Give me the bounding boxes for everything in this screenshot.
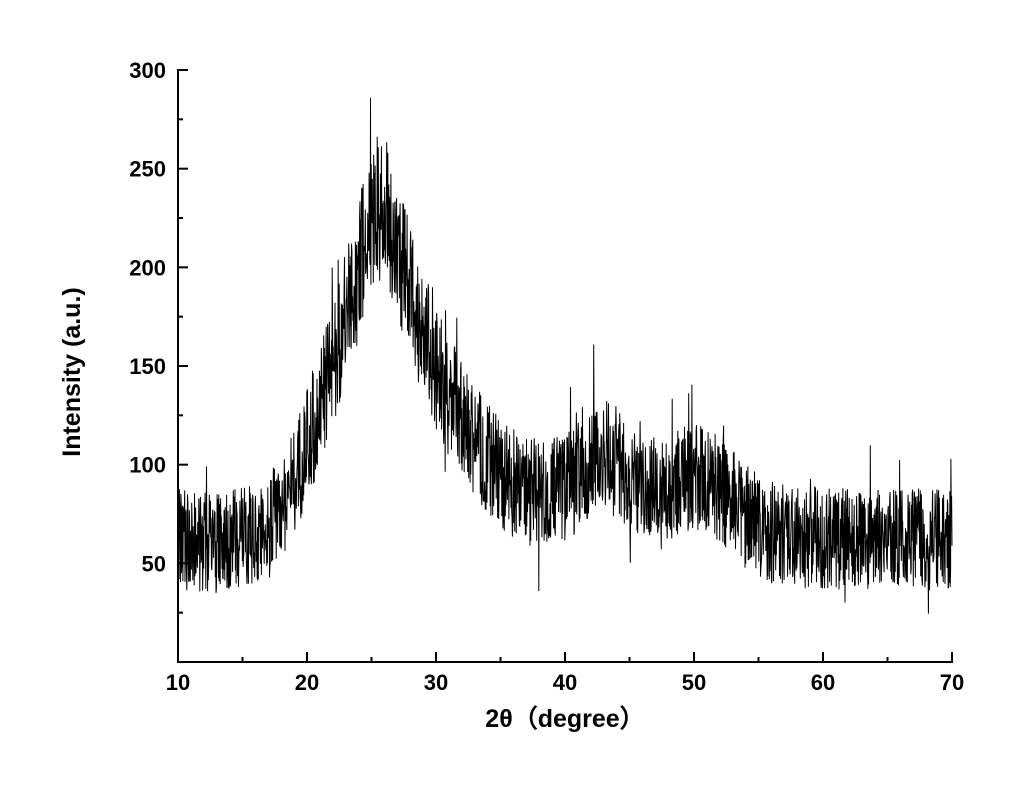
xrd-trace-group (177, 97, 953, 614)
tick-labels: 10 20 30 40 50 60 70 50 100 150 200 250 300 (129, 58, 964, 695)
x-axis-title: 2θ（degree） (485, 704, 644, 733)
x-tick-label: 10 (166, 670, 190, 695)
minor-ticks (178, 118, 889, 662)
y-tick-label: 300 (129, 58, 166, 83)
x-tick-label: 60 (811, 670, 835, 695)
x-tick-label: 20 (295, 670, 319, 695)
y-tick-label: 150 (129, 354, 166, 379)
x-tick-label: 50 (682, 670, 706, 695)
x-tick-label: 70 (940, 670, 964, 695)
x-tick-label: 40 (553, 670, 577, 695)
y-axis-title: Intensity (a.u.) (58, 287, 86, 456)
y-tick-label: 250 (129, 157, 166, 182)
y-tick-label: 100 (129, 453, 166, 478)
xrd-intensity-trace (177, 97, 953, 614)
y-tick-label: 50 (142, 551, 166, 576)
y-tick-label: 200 (129, 255, 166, 280)
x-tick-label: 30 (424, 670, 448, 695)
